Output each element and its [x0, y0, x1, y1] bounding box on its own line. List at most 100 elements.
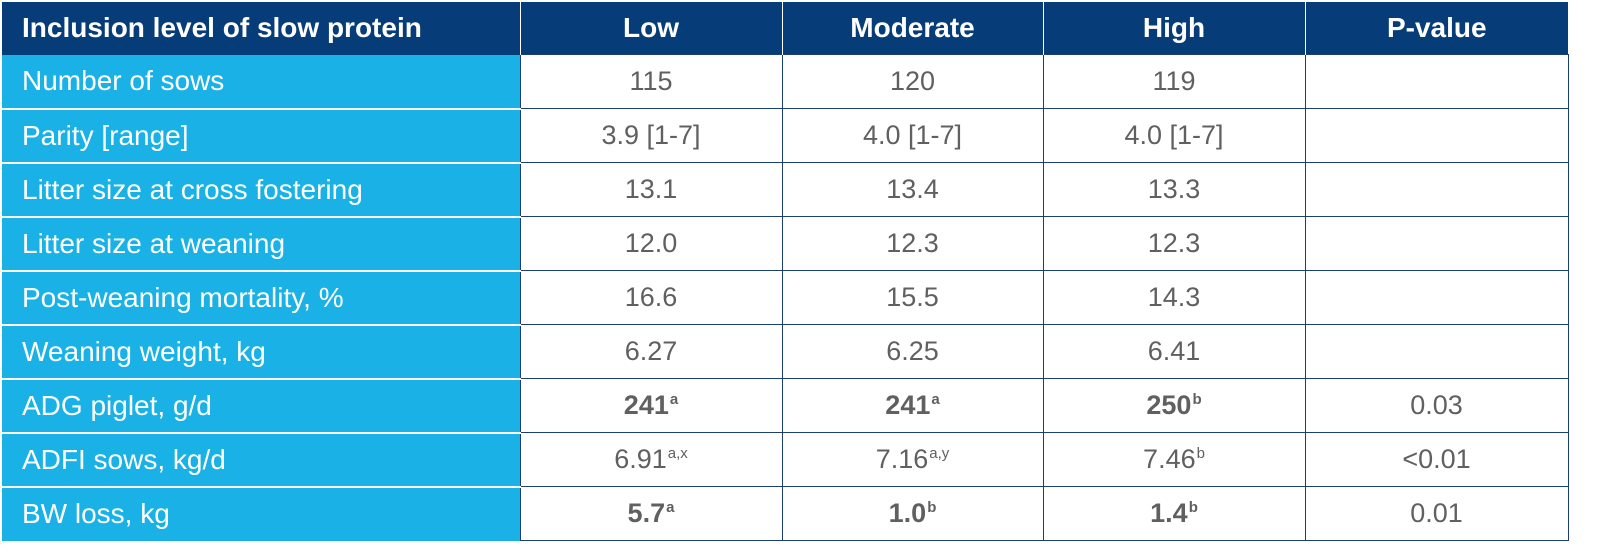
significance-superscript: b — [927, 499, 937, 516]
cell-high: 4.0 [1-7] — [1042, 108, 1306, 163]
row-label: ADFI sows, kg/d — [2, 432, 520, 488]
table-row: BW loss, kg 5.7a 1.0b 1.4b 0.01 — [2, 486, 1569, 541]
cell-high: 119 — [1042, 54, 1306, 109]
header-row: Inclusion level of slow protein Low Mode… — [2, 2, 1568, 55]
cell-low: 115 — [519, 54, 783, 109]
cell-value: 13.4 — [886, 174, 939, 204]
cell-value: 12.3 — [1147, 228, 1201, 258]
table-row: Post-weaning mortality, % 16.6 15.5 14.3 — [2, 270, 1569, 326]
table-row: Number of sows 115 120 119 — [2, 54, 1569, 110]
cell-high: 14.3 — [1042, 270, 1306, 325]
significance-superscript: a,y — [929, 445, 950, 462]
cell-value: 12.0 — [624, 228, 678, 258]
cell-value: 5.7 — [627, 498, 666, 528]
table-row: Weaning weight, kg 6.27 6.25 6.41 — [2, 324, 1569, 380]
row-label: Weaning weight, kg — [2, 324, 520, 380]
significance-superscript: b — [1196, 445, 1205, 462]
cell-p-value — [1304, 54, 1569, 109]
cell-low: 241a — [519, 378, 783, 433]
header-low: Low — [519, 2, 782, 55]
cell-value: 241 — [885, 390, 931, 420]
significance-superscript: a — [931, 391, 940, 408]
cell-moderate: 13.4 — [781, 162, 1044, 217]
row-label: Litter size at cross fostering — [2, 162, 520, 218]
cell-p-value: 0.01 — [1304, 486, 1569, 541]
row-label: Litter size at weaning — [2, 216, 520, 272]
row-label: Number of sows — [2, 54, 520, 110]
cell-low: 5.7a — [519, 486, 783, 541]
cell-p-value: 0.03 — [1304, 378, 1569, 433]
cell-high: 12.3 — [1042, 216, 1306, 271]
cell-value: 0.03 — [1410, 390, 1463, 420]
header-high: High — [1042, 2, 1305, 55]
cell-value: 13.3 — [1147, 174, 1201, 204]
cell-p-value — [1304, 270, 1569, 325]
cell-p-value — [1304, 324, 1569, 379]
cell-moderate: 15.5 — [781, 270, 1044, 325]
cell-moderate: 6.25 — [781, 324, 1044, 379]
cell-value: 1.0 — [888, 498, 927, 528]
cell-value: 14.3 — [1147, 282, 1201, 312]
cell-moderate: 241a — [781, 378, 1044, 433]
cell-value: 6.25 — [886, 336, 939, 366]
cell-value: 1.4 — [1150, 498, 1188, 528]
row-label: BW loss, kg — [2, 486, 520, 541]
cell-value: 241 — [623, 390, 669, 420]
cell-value: 15.5 — [886, 282, 939, 312]
cell-value: 6.27 — [624, 336, 678, 366]
cell-value: 6.41 — [1147, 336, 1201, 366]
table-row: ADG piglet, g/d 241a 241a 250b 0.03 — [2, 378, 1569, 434]
cell-moderate: 7.16a,y — [781, 432, 1044, 487]
table-body: Number of sows 115 120 119 Parity [range] 3.9… — [2, 54, 1569, 541]
cell-moderate: 120 — [781, 54, 1044, 109]
cell-value: 4.0 [1-7] — [862, 120, 963, 150]
significance-superscript: a — [666, 499, 675, 516]
row-label: Parity [range] — [2, 108, 520, 164]
cell-high: 250b — [1042, 378, 1306, 433]
cell-value: 7.16 — [875, 444, 929, 474]
cell-value: <0.01 — [1402, 444, 1471, 474]
header-moderate: Moderate — [781, 2, 1043, 55]
cell-value: 3.9 [1-7] — [601, 120, 701, 150]
cell-value: 120 — [889, 66, 936, 96]
cell-p-value: <0.01 — [1304, 432, 1569, 487]
cell-value: 4.0 [1-7] — [1124, 120, 1224, 150]
significance-superscript: b — [1188, 499, 1198, 516]
cell-p-value — [1304, 108, 1569, 163]
cell-p-value — [1304, 162, 1569, 217]
cell-low: 6.91a,x — [519, 432, 783, 487]
significance-superscript: b — [1192, 391, 1202, 408]
cell-value: 250 — [1146, 390, 1192, 420]
cell-value: 12.3 — [886, 228, 939, 258]
cell-low: 12.0 — [519, 216, 783, 271]
cell-value: 16.6 — [624, 282, 678, 312]
cell-high: 13.3 — [1042, 162, 1306, 217]
cell-value: 0.01 — [1410, 498, 1463, 528]
header-inclusion-level: Inclusion level of slow protein — [2, 2, 520, 55]
row-label: Post-weaning mortality, % — [2, 270, 520, 326]
cell-moderate: 1.0b — [781, 486, 1044, 541]
cell-value: 7.46 — [1143, 444, 1196, 474]
significance-superscript: a,x — [667, 445, 688, 462]
cell-moderate: 12.3 — [781, 216, 1044, 271]
cell-value: 119 — [1152, 66, 1196, 96]
cell-high: 6.41 — [1042, 324, 1306, 379]
table-row: Parity [range] 3.9 [1-7] 4.0 [1-7] 4.0 [1-7… — [2, 108, 1569, 164]
header-p-value: P-value — [1304, 2, 1568, 55]
cell-high: 7.46b — [1042, 432, 1306, 487]
table-row: ADFI sows, kg/d 6.91a,x 7.16a,y 7.46b <0.01 — [2, 432, 1569, 488]
table-row: Litter size at cross fostering 13.1 13.4 13… — [2, 162, 1569, 218]
cell-low: 6.27 — [519, 324, 783, 379]
cell-value: 6.91 — [614, 444, 667, 474]
table-row: Litter size at weaning 12.0 12.3 12.3 — [2, 216, 1569, 272]
cell-low: 3.9 [1-7] — [519, 108, 783, 163]
cell-low: 13.1 — [519, 162, 783, 217]
row-label: ADG piglet, g/d — [2, 378, 520, 434]
cell-p-value — [1304, 216, 1569, 271]
cell-high: 1.4b — [1042, 486, 1306, 541]
cell-value: 115 — [629, 66, 673, 96]
significance-superscript: a — [669, 391, 679, 408]
cell-value: 13.1 — [624, 174, 678, 204]
cell-moderate: 4.0 [1-7] — [781, 108, 1044, 163]
cell-low: 16.6 — [519, 270, 783, 325]
